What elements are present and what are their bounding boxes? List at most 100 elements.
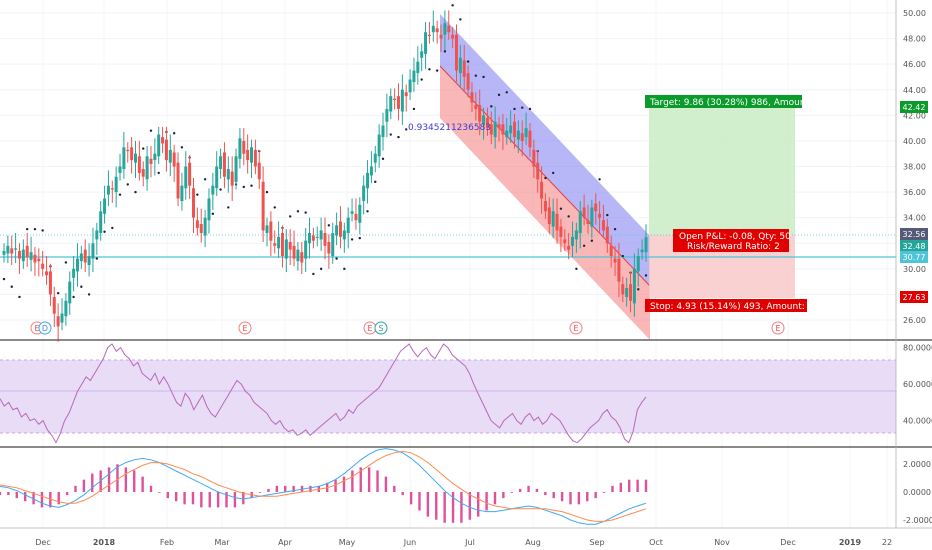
pnl-tag[interactable]: Open P&L: -0.08, Qty: 50 Risk/Reward Rat…: [673, 229, 791, 252]
candle: [462, 60, 466, 77]
macd-hist-bar: [502, 492, 505, 499]
earnings-marker[interactable]: [771, 321, 785, 335]
macd-hist-bar: [468, 492, 472, 520]
candle: [257, 162, 261, 180]
price-pane: 0.9345211236583 Target: 9.86 (30.28%) 98…: [0, 0, 896, 528]
macd-hist-bar: [7, 492, 10, 496]
psar-dot: [350, 238, 354, 241]
candle: [188, 162, 192, 186]
candle: [118, 166, 122, 173]
macd-hist-bar: [477, 492, 480, 517]
candle: [381, 125, 385, 138]
psar-dot: [598, 178, 601, 181]
candle: [230, 171, 234, 186]
macd-hist-bar: [384, 476, 388, 492]
macd-hist-bar: [0, 492, 2, 496]
psar-dot: [381, 157, 385, 161]
candle: [625, 288, 629, 297]
candle: [141, 169, 145, 177]
y-tick-label: 26.00: [903, 316, 926, 325]
candle: [288, 241, 292, 250]
psar-dot: [644, 274, 648, 277]
dividend-marker[interactable]: [38, 321, 52, 335]
candle: [168, 149, 172, 163]
high-price-tag: [900, 228, 928, 240]
macd-hist-bar: [359, 467, 362, 492]
target-zone: [649, 108, 795, 235]
psar-dot: [56, 291, 60, 295]
time-axis[interactable]: Dec 2018 Feb Mar Apr May Jun Jul Aug Sep Oct Nov Dec…: [0, 527, 932, 547]
entry-price-tag: [900, 251, 928, 263]
candle: [516, 130, 520, 140]
candle: [164, 139, 168, 161]
candle: [75, 258, 79, 272]
psar-dot: [335, 257, 338, 260]
candle: [79, 253, 83, 262]
candle: [408, 79, 412, 93]
candle: [91, 243, 95, 259]
candle: [342, 230, 346, 240]
macd-hist-bar: [116, 464, 119, 492]
candle: [443, 23, 447, 35]
macd-hist-bar: [141, 476, 144, 492]
macd-hist-bar: [611, 485, 614, 492]
x-tick-label: Jun: [403, 538, 417, 547]
candle: [242, 140, 246, 154]
candle: [133, 153, 137, 163]
macd-tick-label: -2.0000: [903, 516, 932, 525]
macd-hist-bar: [510, 492, 513, 493]
price-axis[interactable]: 50.00 48.00 46.00 44.00 42.00 40.00 38.00 36.00…: [895, 0, 932, 528]
earnings-marker[interactable]: [569, 321, 583, 335]
psar-dot: [134, 190, 137, 194]
stop-tag[interactable]: Stop: 4.93 (15.14%) 493, Amount: 753.5: [645, 299, 833, 312]
candle: [106, 185, 110, 195]
candle: [400, 89, 404, 112]
candle: [482, 115, 486, 125]
macd-hist-bar: [443, 492, 446, 523]
candle: [52, 296, 56, 314]
psar-dot: [118, 193, 122, 196]
candle: [37, 258, 41, 262]
candle: [207, 198, 211, 221]
candle: [126, 149, 130, 152]
candle: [393, 98, 397, 100]
psar-dot: [582, 244, 586, 248]
candle: [99, 211, 103, 234]
candle: [277, 236, 281, 249]
candle: [265, 225, 269, 234]
candle: [14, 248, 18, 250]
entry-price-text: 30.77: [903, 253, 926, 262]
macd-hist-bar: [292, 485, 295, 492]
macd-hist-bar: [107, 467, 111, 492]
candle: [33, 254, 37, 263]
x-tick-label: Feb: [160, 538, 174, 547]
candle: [404, 92, 408, 97]
candles: [2, 10, 648, 342]
target-tag[interactable]: Target: 9.86 (30.28%) 986, Amount: 1493: [645, 95, 838, 108]
psar-dot: [459, 18, 462, 21]
candle: [172, 152, 176, 167]
macd-hist-bar: [451, 492, 455, 523]
psar-dot: [374, 180, 377, 184]
earnings-marker-label: E: [573, 324, 578, 333]
candle: [269, 221, 273, 241]
y-tick-label: 42.00: [903, 111, 926, 120]
candle: [350, 211, 354, 214]
split-marker-label: S: [378, 324, 383, 333]
macd-hist-bar: [49, 492, 52, 508]
candle: [304, 240, 308, 259]
candle: [161, 137, 165, 144]
split-marker[interactable]: [374, 321, 388, 335]
earnings-marker[interactable]: [238, 321, 252, 335]
candle: [145, 156, 149, 180]
candle: [157, 134, 161, 157]
x-tick-label: 2019: [839, 538, 862, 547]
psar-dot: [2, 277, 6, 281]
psar-dot: [33, 227, 37, 231]
candle: [48, 271, 52, 295]
psar-dot: [87, 293, 91, 296]
earnings-marker-label: E: [242, 324, 247, 333]
rsi-tick-label: 40.0000: [903, 417, 932, 426]
candle: [454, 34, 458, 71]
candle: [474, 105, 478, 109]
